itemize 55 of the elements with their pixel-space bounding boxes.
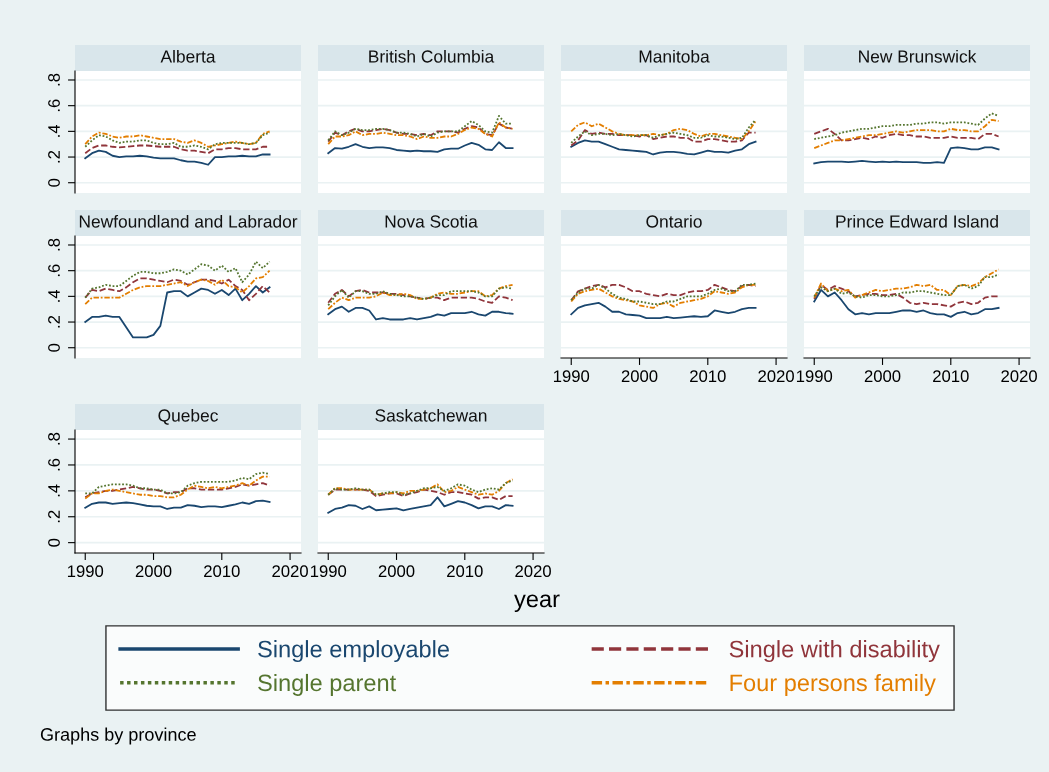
- line-series: [84, 499, 271, 510]
- x-tick-label: 2020: [515, 565, 551, 578]
- text: Single with disability: [729, 640, 940, 663]
- y-tick-label: .8: [48, 432, 60, 445]
- x-tick-label: 1990: [67, 565, 104, 578]
- x-tick-label: 1990: [553, 370, 590, 383]
- line-series: [84, 475, 271, 500]
- y-tick-label: .4: [48, 484, 60, 497]
- y-tick-label: .2: [48, 315, 60, 328]
- chart-title: Alberta: [160, 49, 216, 63]
- y-tick-label: .8: [48, 73, 60, 86]
- y-tick-label: .2: [48, 510, 60, 523]
- y-tick-label: .4: [48, 124, 60, 137]
- x-tick-label: 2000: [621, 370, 658, 383]
- x-axis-title: year: [514, 594, 560, 612]
- text: Single parent: [258, 673, 397, 696]
- y-tick-label: 0: [48, 538, 60, 547]
- x-tick-label: 1990: [796, 370, 833, 383]
- chart-title: Nova Scotia: [385, 214, 478, 228]
- chart-title: New Brunswick: [859, 49, 977, 63]
- y-tick-label: 0: [48, 343, 60, 352]
- chart-title: Manitoba: [639, 49, 710, 63]
- x-tick-label: 2020: [272, 565, 308, 578]
- chart-title: Quebec: [158, 408, 218, 425]
- y-tick-label: 0: [48, 178, 60, 187]
- chart-title: Ontario: [646, 214, 702, 228]
- y-tick-label: .4: [48, 289, 60, 302]
- chart-title: Newfoundland and Labrador: [79, 214, 298, 228]
- y-tick-label: .6: [48, 99, 60, 112]
- x-tick-label: 1990: [310, 565, 347, 578]
- x-tick-label: 2010: [204, 565, 240, 578]
- y-tick-label: .6: [48, 458, 60, 471]
- line-series: [84, 277, 271, 302]
- text: Four persons family: [730, 673, 936, 696]
- y-tick-label: .8: [48, 238, 60, 251]
- y-tick-label: .6: [48, 264, 60, 277]
- x-tick-label: 2010: [690, 370, 726, 383]
- x-tick-label: 2010: [447, 565, 483, 578]
- x-tick-label: 2010: [933, 370, 969, 383]
- x-tick-label: 2020: [1001, 370, 1037, 383]
- x-tick-label: 2000: [864, 370, 901, 383]
- x-tick-label: 2020: [758, 370, 794, 383]
- line-series: [84, 260, 271, 299]
- y-tick-label: .2: [48, 150, 60, 163]
- chart-title: Prince Edward Island: [836, 214, 998, 228]
- text: Single employable: [258, 640, 449, 663]
- chart-title: British Columbia: [369, 49, 495, 63]
- x-tick-label: 2000: [135, 565, 172, 578]
- text: Graphs by province: [40, 727, 196, 745]
- line-series: [84, 471, 271, 495]
- line-series: [84, 285, 271, 339]
- chart-title: Saskatchewan: [375, 408, 487, 422]
- line-series: [84, 149, 271, 166]
- line-series: [84, 269, 271, 305]
- x-tick-label: 2000: [378, 565, 415, 578]
